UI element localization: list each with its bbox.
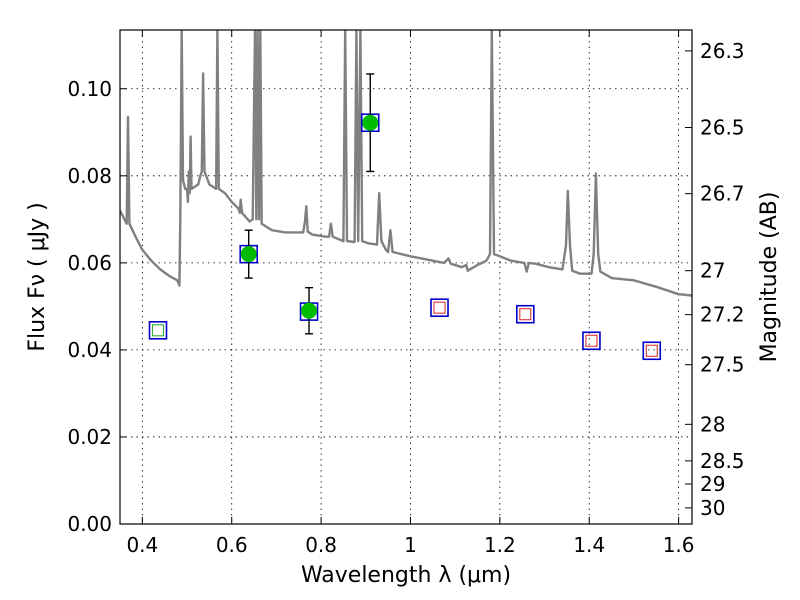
photometry-markers [148,73,662,361]
magnitude-tick-label: 30 [700,496,725,520]
x-tick-label: 1.6 [663,533,695,557]
photometry-inner-square [433,301,446,314]
magnitude-tick-label: 27.2 [700,303,745,327]
model-spectrum [120,30,692,297]
y-axis-label: Flux Fν ( μJy ) [25,202,50,351]
grid [120,30,692,525]
detection-point [301,302,318,319]
y-tick-label: 0.10 [67,77,112,101]
magnitude-tick-label: 29 [700,472,725,496]
photometry-inner-square [519,308,532,321]
magnitude-tick-label: 26.7 [700,182,745,206]
photometry-square [148,321,168,340]
magnitude-tick-label: 27.5 [700,353,745,377]
y-tick-label: 0.08 [67,164,112,188]
x-tick-label: 0.6 [216,533,248,557]
axis-ticks: 0.4 0.6 0.8 1 1.2 1.4 1.6 0.00 0.02 0.04 0.06 0.08 0… [67,30,745,557]
x-tick-label: 1.4 [573,533,605,557]
y-tick-label: 0.00 [67,512,112,536]
photometry-square [516,304,535,324]
magnitude-tick-label: 26.3 [700,39,745,63]
photometry-square [642,341,662,361]
magnitude-tick-label: 26.5 [700,115,745,139]
photometry-square [430,298,449,317]
x-tick-label: 0.4 [126,533,158,557]
photometry-inner-square [645,344,658,357]
x-tick-label: 1 [404,533,417,557]
magnitude-tick-label: 27 [700,259,725,283]
plot-frame [119,29,693,525]
magnitude-tick-label: 28.5 [700,449,745,473]
x-tick-label: 0.8 [305,533,337,557]
photometry-inner-square [151,324,165,337]
magnitude-tick-label: 28 [700,412,725,436]
magnitude-axis-label: Magnitude (AB) [757,192,782,363]
detection-point [240,246,257,263]
y-tick-label: 0.04 [67,338,112,362]
spectrum-line [120,30,692,297]
x-tick-label: 1.2 [484,533,516,557]
y-tick-label: 0.06 [67,251,112,275]
photometry-inner-square [585,334,598,347]
x-axis-label: Wavelength λ (μm) [301,563,511,588]
detection-point [362,114,379,131]
photometry-square [582,331,601,351]
y-tick-label: 0.02 [67,425,112,449]
